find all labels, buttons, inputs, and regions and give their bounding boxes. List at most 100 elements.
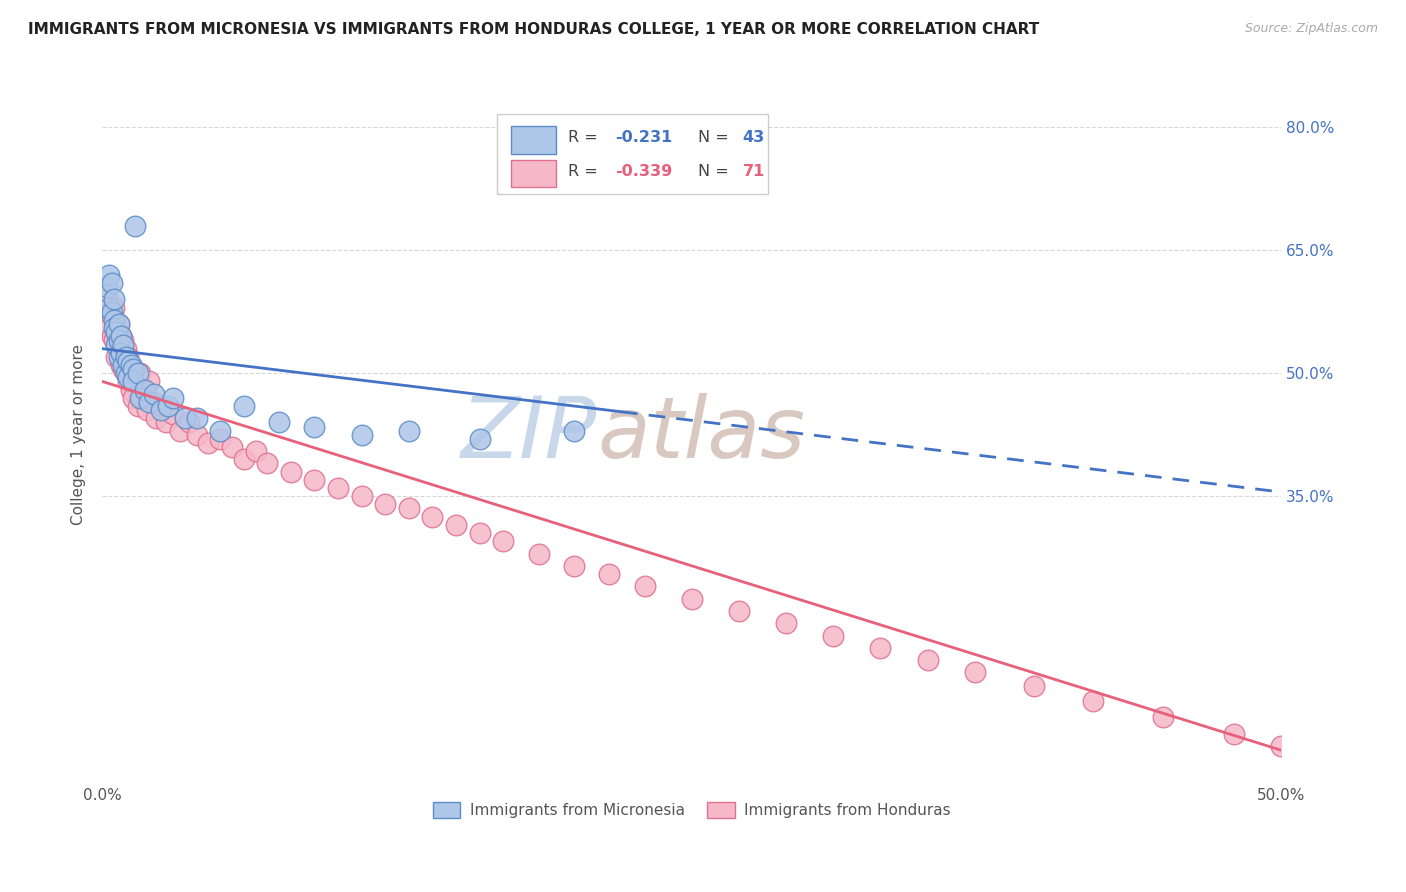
Text: -0.339: -0.339 <box>616 164 672 178</box>
Text: 43: 43 <box>742 130 765 145</box>
Point <box>138 395 160 409</box>
Point <box>422 509 444 524</box>
Point <box>98 301 121 315</box>
Text: R =: R = <box>568 164 603 178</box>
Point <box>107 350 129 364</box>
Text: Source: ZipAtlas.com: Source: ZipAtlas.com <box>1244 22 1378 36</box>
Point <box>127 399 149 413</box>
Text: R =: R = <box>568 130 603 145</box>
Text: atlas: atlas <box>598 393 806 476</box>
Point <box>110 329 132 343</box>
Text: 71: 71 <box>742 164 765 178</box>
Text: N =: N = <box>697 164 728 178</box>
FancyBboxPatch shape <box>498 114 769 194</box>
Point <box>103 321 125 335</box>
Point <box>107 337 129 351</box>
Point <box>96 280 118 294</box>
Point <box>1223 727 1246 741</box>
Point <box>105 321 128 335</box>
Point <box>145 411 167 425</box>
Point <box>681 591 703 606</box>
Point <box>129 391 152 405</box>
Point <box>398 424 420 438</box>
Point <box>1022 679 1045 693</box>
Point <box>468 432 491 446</box>
Point <box>98 305 121 319</box>
Point <box>117 375 139 389</box>
Point <box>127 375 149 389</box>
Point <box>107 317 129 331</box>
Point <box>398 501 420 516</box>
Point <box>134 383 156 397</box>
Point <box>105 337 128 351</box>
Point <box>155 416 177 430</box>
Point <box>117 370 139 384</box>
Point <box>120 358 142 372</box>
Point <box>267 416 290 430</box>
Point <box>169 424 191 438</box>
Y-axis label: College, 1 year or more: College, 1 year or more <box>72 344 86 525</box>
Text: IMMIGRANTS FROM MICRONESIA VS IMMIGRANTS FROM HONDURAS COLLEGE, 1 YEAR OR MORE C: IMMIGRANTS FROM MICRONESIA VS IMMIGRANTS… <box>28 22 1039 37</box>
Point <box>209 424 232 438</box>
Point <box>280 465 302 479</box>
Point <box>122 391 145 405</box>
Point <box>304 473 326 487</box>
Point <box>124 370 146 384</box>
Point <box>122 362 145 376</box>
Point <box>350 489 373 503</box>
Point <box>157 399 180 413</box>
Point <box>173 411 195 425</box>
Point <box>232 399 254 413</box>
Point <box>103 301 125 315</box>
Point <box>598 567 620 582</box>
Point <box>96 293 118 307</box>
Point <box>245 444 267 458</box>
Point <box>112 358 135 372</box>
Point <box>110 358 132 372</box>
Point <box>117 354 139 368</box>
Point <box>143 386 166 401</box>
Point <box>112 334 135 348</box>
Point <box>162 407 184 421</box>
Point <box>562 558 585 573</box>
Point <box>179 416 201 430</box>
Point <box>350 427 373 442</box>
Point <box>527 547 550 561</box>
Point <box>112 362 135 376</box>
Point <box>917 653 939 667</box>
Point <box>100 309 122 323</box>
Point <box>100 329 122 343</box>
Point <box>186 411 208 425</box>
Point <box>114 366 136 380</box>
Point <box>633 579 655 593</box>
Point <box>122 362 145 376</box>
Text: N =: N = <box>697 130 728 145</box>
Point <box>232 452 254 467</box>
Point <box>221 440 243 454</box>
Point <box>131 391 153 405</box>
Point <box>143 395 166 409</box>
Point <box>209 432 232 446</box>
Point <box>105 325 128 339</box>
Point <box>963 665 986 680</box>
Point <box>468 526 491 541</box>
Point <box>124 219 146 233</box>
Point <box>134 383 156 397</box>
Point <box>562 424 585 438</box>
Point <box>103 334 125 348</box>
Point <box>114 350 136 364</box>
Point <box>326 481 349 495</box>
Point <box>120 383 142 397</box>
Point <box>186 427 208 442</box>
Point <box>110 329 132 343</box>
Point <box>117 350 139 364</box>
Point <box>823 628 845 642</box>
Point <box>112 337 135 351</box>
Text: ZIP: ZIP <box>461 393 598 476</box>
Point <box>122 375 145 389</box>
Point <box>775 616 797 631</box>
Point <box>98 268 121 282</box>
Point <box>107 317 129 331</box>
Point <box>129 366 152 380</box>
Point <box>197 436 219 450</box>
